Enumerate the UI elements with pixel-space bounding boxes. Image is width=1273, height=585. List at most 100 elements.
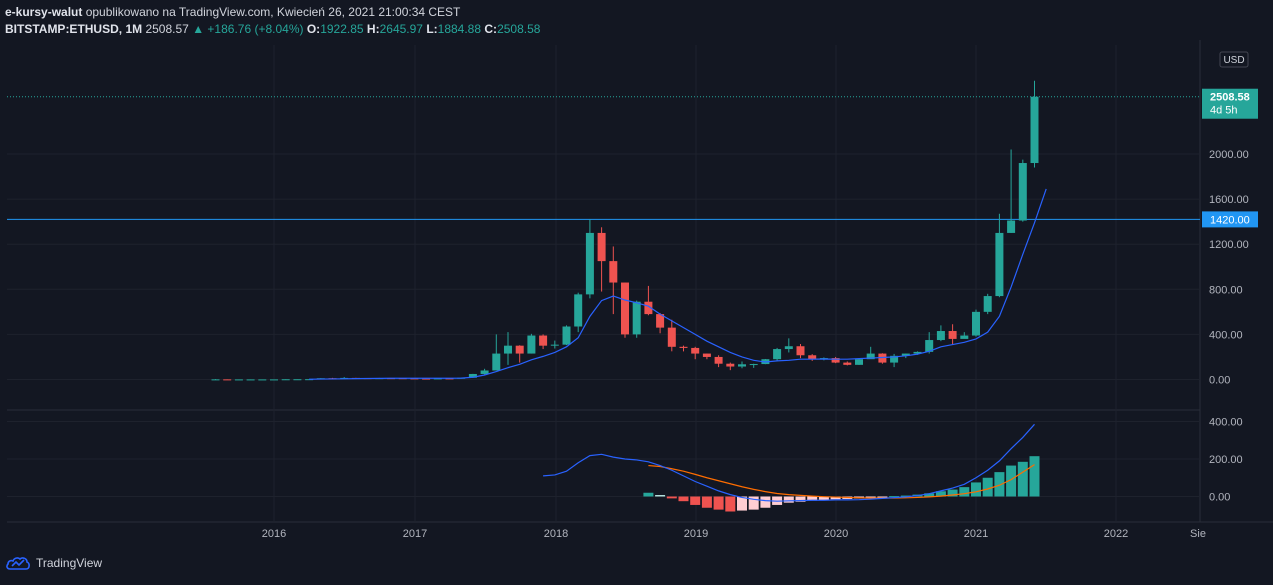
chart-header-publish: e-kursy-walut opublikowano na TradingVie… bbox=[5, 5, 460, 19]
open-label: O: bbox=[306, 22, 321, 36]
candle-body bbox=[305, 379, 314, 381]
macd-histogram-bar bbox=[760, 496, 771, 508]
time-tick-label: 2017 bbox=[403, 528, 427, 540]
macd-histogram-bar bbox=[982, 477, 993, 497]
high-value: 2645.97 bbox=[379, 22, 423, 36]
candle-body bbox=[562, 326, 571, 345]
time-tick-label: 2022 bbox=[1104, 528, 1128, 540]
macd-histogram-bar bbox=[971, 482, 981, 497]
candle-body bbox=[527, 335, 536, 354]
candlestick-series bbox=[211, 80, 1039, 381]
last-price-badge-countdown: 4d 5h bbox=[1210, 105, 1238, 117]
candle-body bbox=[983, 296, 992, 312]
macd-histogram-bar bbox=[807, 496, 818, 501]
candle-body bbox=[504, 345, 512, 354]
low-value: 1884.88 bbox=[437, 22, 482, 36]
macd-histogram-bar bbox=[795, 496, 806, 502]
macd-histogram-bar bbox=[713, 496, 724, 510]
level-badge bbox=[1202, 211, 1258, 228]
macd-histogram-bar bbox=[678, 496, 689, 502]
publish-info: opublikowano na TradingView.com, Kwiecie… bbox=[85, 5, 461, 19]
candle-body bbox=[234, 379, 243, 381]
candle-body bbox=[913, 351, 922, 354]
candle-body bbox=[960, 335, 969, 339]
candle-body bbox=[293, 379, 302, 381]
candle-body bbox=[972, 311, 980, 336]
candle-body bbox=[749, 364, 758, 366]
macd-histogram-bar bbox=[818, 496, 829, 501]
time-tick-label: 2019 bbox=[684, 528, 708, 540]
moving-average-series bbox=[309, 188, 1047, 380]
macd-histogram-bar bbox=[865, 496, 876, 498]
chart-header-ohlc: BITSTAMP:ETHUSD, 1M 2508.57 ▲ +186.76 (+… bbox=[5, 22, 540, 36]
change-up-icon: ▲ bbox=[192, 22, 205, 36]
macd-histogram-bar bbox=[900, 495, 911, 497]
candle-body bbox=[784, 346, 793, 350]
candle-body bbox=[995, 232, 1004, 297]
chart-grid bbox=[7, 40, 1273, 523]
macd-histogram-bar bbox=[830, 496, 841, 500]
candle-body bbox=[866, 353, 875, 360]
candle-body bbox=[738, 364, 746, 367]
candle-body bbox=[211, 379, 220, 381]
time-axis[interactable]: 2016 2017 2018 2019 2020 2021 2022 Sie bbox=[262, 528, 1206, 540]
candle-body bbox=[1007, 220, 1016, 233]
candle-body bbox=[796, 346, 805, 356]
macd-tick-label: 0.00 bbox=[1209, 492, 1230, 504]
price-tick-label: 800.00 bbox=[1209, 284, 1243, 296]
candle-body bbox=[925, 340, 934, 352]
candle-body bbox=[621, 282, 629, 335]
candle-body bbox=[773, 349, 782, 360]
candle-body bbox=[936, 331, 945, 341]
currency-label: USD bbox=[1223, 55, 1244, 66]
candle-body bbox=[270, 379, 278, 381]
last-price-badge bbox=[1202, 88, 1258, 119]
close-label: C: bbox=[484, 22, 498, 36]
horizontal-level-line[interactable] bbox=[7, 96, 1200, 220]
macd-histogram-bar bbox=[1006, 465, 1017, 497]
candle-body bbox=[539, 335, 548, 346]
candle-body bbox=[714, 356, 723, 364]
open-value: 1922.85 bbox=[320, 22, 364, 36]
macd-line bbox=[543, 423, 1035, 502]
tradingview-logo[interactable]: TradingView bbox=[6, 556, 102, 570]
candle-body bbox=[691, 347, 700, 354]
candle-body bbox=[644, 301, 653, 315]
macd-histogram-bar bbox=[935, 491, 946, 497]
candle-body bbox=[1018, 163, 1027, 221]
candle-body bbox=[468, 373, 477, 378]
candle-body bbox=[480, 370, 489, 374]
macd-histogram-bar bbox=[655, 495, 666, 497]
macd-histogram-bar bbox=[1017, 461, 1028, 497]
candle-body bbox=[890, 355, 899, 363]
candle-body bbox=[515, 345, 524, 354]
macd-histogram-bar bbox=[737, 496, 747, 511]
macd-histogram-bar bbox=[1029, 456, 1040, 497]
candle-body bbox=[258, 379, 267, 381]
level-badge-value: 1420.00 bbox=[1210, 214, 1250, 226]
candle-body bbox=[726, 363, 735, 367]
candle-body bbox=[597, 232, 606, 262]
macd-histogram-bar bbox=[666, 496, 677, 499]
candle-body bbox=[585, 232, 594, 295]
macd-signal-line bbox=[648, 464, 1035, 499]
macd-tick-label: 200.00 bbox=[1209, 454, 1243, 466]
macd-histogram-bar bbox=[725, 496, 736, 512]
symbol-label[interactable]: BITSTAMP:ETHUSD, 1M bbox=[5, 22, 143, 36]
time-tick-label: 2018 bbox=[544, 528, 568, 540]
macd-histogram-bar bbox=[748, 496, 759, 510]
candle-body bbox=[855, 359, 863, 365]
candle-body bbox=[901, 353, 910, 356]
price-axis[interactable]: 0.00400.00800.001200.001600.002000.00240… bbox=[1209, 104, 1249, 504]
author-name[interactable]: e-kursy-walut bbox=[5, 5, 83, 19]
candle-body bbox=[445, 378, 454, 380]
candle-body bbox=[1030, 96, 1039, 164]
close-value: 2508.58 bbox=[497, 22, 541, 36]
candle-body bbox=[433, 378, 442, 380]
macd-histogram-bar bbox=[783, 496, 794, 503]
macd-histogram-bar bbox=[701, 496, 712, 508]
macd-histogram-bar bbox=[889, 496, 900, 498]
change-value: +186.76 (+8.04%) bbox=[207, 22, 304, 36]
